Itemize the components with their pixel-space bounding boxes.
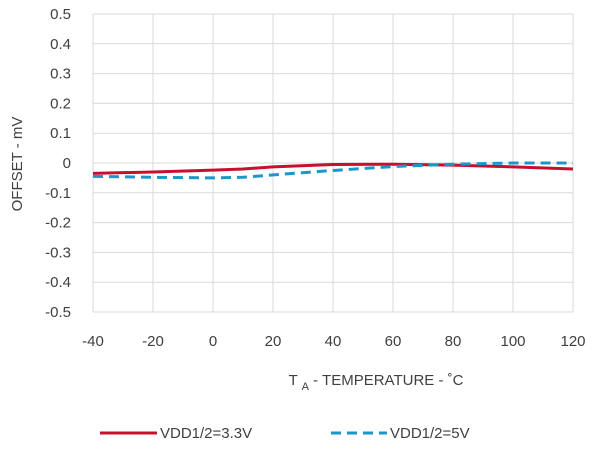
y-tick-label: 0.2 — [50, 95, 71, 112]
y-tick-label: 0.3 — [50, 66, 71, 83]
legend-label-1: VDD1/2=3.3V — [160, 425, 252, 442]
x-axis-label-main: T — [289, 372, 298, 389]
x-axis-label-rest: - TEMPERATURE - ˚C — [313, 372, 463, 389]
y-tick-label: 0.5 — [50, 6, 71, 23]
x-axis-label-subscript: A — [302, 381, 310, 393]
y-tick-label: 0.1 — [50, 125, 71, 142]
y-tick-label: -0.1 — [45, 185, 71, 202]
x-tick-label: 80 — [445, 333, 462, 350]
x-tick-label: 100 — [500, 333, 525, 350]
legend: VDD1/2=3.3V VDD1/2=5V — [100, 425, 470, 442]
x-tick-label: 20 — [265, 333, 282, 350]
series-line-2 — [92, 161, 573, 180]
x-tick-label: -40 — [82, 333, 104, 350]
y-tick-label: 0.4 — [50, 36, 71, 53]
series-line-1 — [92, 162, 574, 175]
series-lines — [92, 161, 574, 180]
y-tick-label: -0.4 — [45, 274, 71, 291]
y-tick-label: -0.2 — [45, 215, 71, 232]
x-tick-label: 0 — [209, 333, 217, 350]
x-tick-label: 40 — [325, 333, 342, 350]
x-tick-label: -20 — [142, 333, 164, 350]
y-tick-label: 0 — [63, 155, 71, 172]
tick-labels: -40 -20 0 20 40 60 80 100 120 0.5 0.4 0.3 0.2 0.1 0 -0.… — [45, 6, 585, 350]
legend-label-2: VDD1/2=5V — [390, 425, 470, 442]
grid — [92, 13, 574, 313]
y-axis-label: OFFSET - mV — [9, 117, 26, 212]
x-tick-label: 60 — [385, 333, 402, 350]
x-tick-label: 120 — [560, 333, 585, 350]
y-tick-label: -0.3 — [45, 244, 71, 261]
x-axis-label: T A - TEMPERATURE - ˚C — [289, 372, 464, 394]
y-tick-label: -0.5 — [45, 304, 71, 321]
